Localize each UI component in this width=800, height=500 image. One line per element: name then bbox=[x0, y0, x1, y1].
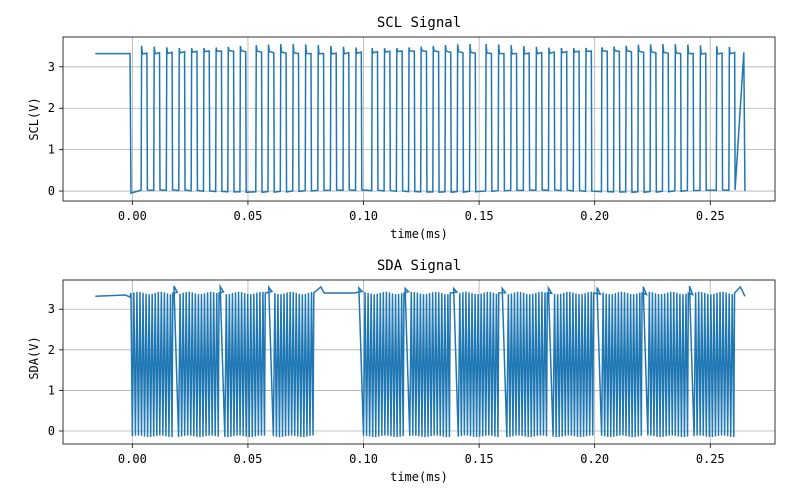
scl-y-tick-label: 3 bbox=[48, 60, 55, 74]
sda-y-axis-label: SDA(V) bbox=[27, 336, 41, 379]
scl-y-tick-label: 0 bbox=[48, 184, 55, 198]
sda-x-axis-label: time(ms) bbox=[390, 470, 448, 484]
scl-x-tick-label: 0.25 bbox=[696, 209, 725, 223]
sda-y-tick-label: 2 bbox=[48, 343, 55, 357]
sda-signal-line bbox=[95, 283, 746, 438]
sda-x-tick-label: 0.10 bbox=[349, 452, 378, 466]
sda-chart-title: SDA Signal bbox=[377, 258, 461, 274]
sda-x-tick-label: 0.00 bbox=[118, 452, 147, 466]
sda-x-tick-label: 0.25 bbox=[696, 452, 725, 466]
sda-y-tick-label: 1 bbox=[48, 383, 55, 397]
scl-x-tick-label: 0.10 bbox=[349, 209, 378, 223]
scl-panel: SCL Signal time(ms) SCL(V) 0.00 0.05 0.10 0… bbox=[27, 15, 776, 241]
scl-axes-frame bbox=[62, 36, 776, 202]
scl-signal-line bbox=[95, 43, 746, 195]
scl-y-tick-label: 2 bbox=[48, 101, 55, 115]
sda-x-tick-label: 0.20 bbox=[580, 452, 609, 466]
sda-series bbox=[95, 283, 746, 438]
scl-y-tick-label: 1 bbox=[48, 143, 55, 157]
scl-x-tick-label: 0.05 bbox=[233, 209, 262, 223]
sda-y-tick-label: 0 bbox=[48, 424, 55, 438]
sda-panel: SDA Signal time(ms) SDA(V) 0.00 0.05 0.10 0… bbox=[27, 258, 776, 484]
scl-x-tick-label: 0.15 bbox=[465, 209, 494, 223]
sda-ticks: 0.00 0.05 0.10 0.15 0.20 0.25 0 1 2 3 bbox=[48, 302, 725, 466]
sda-axes-frame bbox=[62, 279, 776, 445]
scl-x-tick-label: 0.00 bbox=[118, 209, 147, 223]
sda-y-tick-label: 3 bbox=[48, 302, 55, 316]
scl-x-tick-label: 0.20 bbox=[580, 209, 609, 223]
sda-x-tick-label: 0.15 bbox=[465, 452, 494, 466]
scl-series bbox=[95, 43, 746, 195]
scl-x-axis-label: time(ms) bbox=[390, 227, 448, 241]
scl-y-axis-label: SCL(V) bbox=[27, 97, 41, 140]
scl-ticks: 0.00 0.05 0.10 0.15 0.20 0.25 0 1 2 3 bbox=[48, 60, 725, 223]
scl-chart-title: SCL Signal bbox=[377, 15, 461, 31]
sda-x-tick-label: 0.05 bbox=[233, 452, 262, 466]
